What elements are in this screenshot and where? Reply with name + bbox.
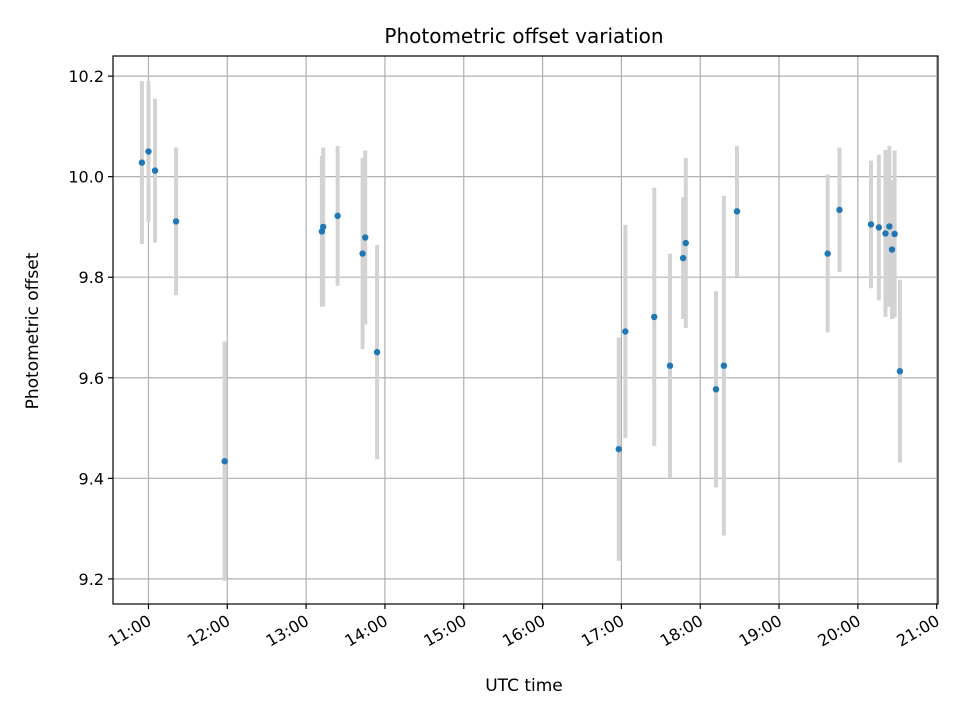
x-tick-label: 12:00 xyxy=(184,611,233,651)
y-axis-ticks: 9.2 9.4 9.6 9.8 10.0 10.2 xyxy=(68,67,113,589)
data-point xyxy=(882,230,889,237)
data-point xyxy=(720,362,728,369)
data-point xyxy=(651,313,658,321)
y-tick-label: 9.6 xyxy=(79,369,104,388)
y-tick-label: 10.2 xyxy=(68,67,104,86)
data-point xyxy=(888,246,896,253)
data-point xyxy=(622,328,629,335)
data-points xyxy=(138,148,904,465)
data-point xyxy=(891,230,898,238)
x-tick-label: 20:00 xyxy=(814,611,863,651)
x-tick-label: 16:00 xyxy=(499,611,548,651)
y-tick-label: 9.8 xyxy=(79,268,104,287)
x-tick-label: 21:00 xyxy=(893,611,942,651)
data-point xyxy=(359,250,366,257)
data-point xyxy=(875,224,883,231)
x-axis-title: UTC time xyxy=(485,676,563,696)
data-point xyxy=(836,206,843,214)
y-tick-label: 10.0 xyxy=(68,168,104,187)
data-point xyxy=(679,254,687,262)
data-point xyxy=(896,368,904,375)
x-tick-label: 15:00 xyxy=(420,611,469,651)
data-point xyxy=(145,148,152,155)
data-point xyxy=(138,159,146,166)
grid-lines xyxy=(113,56,938,604)
x-tick-label: 17:00 xyxy=(578,611,627,651)
y-tick-label: 9.2 xyxy=(79,570,104,589)
data-point xyxy=(615,445,622,453)
y-axis-title: Photometric offset xyxy=(23,252,43,409)
chart-title: Photometric offset variation xyxy=(384,24,663,48)
data-point xyxy=(666,362,674,369)
y-tick-label: 9.4 xyxy=(79,469,104,488)
x-tick-label: 19:00 xyxy=(736,611,785,651)
data-point xyxy=(221,458,228,465)
data-point xyxy=(886,223,893,230)
data-point xyxy=(712,386,720,393)
x-tick-label: 14:00 xyxy=(342,611,391,651)
x-tick-label: 13:00 xyxy=(263,611,312,651)
data-point xyxy=(151,167,159,174)
data-point xyxy=(733,208,741,215)
data-point xyxy=(867,221,875,228)
error-bars xyxy=(139,81,902,581)
x-tick-label: 18:00 xyxy=(657,611,706,651)
data-point xyxy=(824,250,831,257)
x-axis-ticks: 11:00 12:00 13:00 14:00 15:00 16:00 17:00 18:00… xyxy=(105,604,943,651)
data-point xyxy=(172,218,180,225)
x-tick-label: 11:00 xyxy=(105,611,154,651)
data-point xyxy=(373,348,381,356)
data-point xyxy=(682,239,689,247)
data-point xyxy=(362,234,369,241)
data-point xyxy=(334,212,341,220)
plot-frame xyxy=(112,55,939,605)
data-point xyxy=(319,223,327,231)
